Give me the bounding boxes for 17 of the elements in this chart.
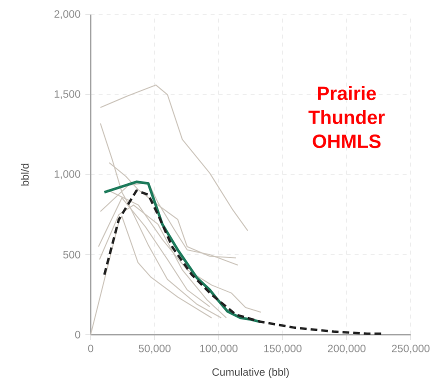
x-tick-label: 100,000	[200, 344, 238, 354]
x-tick-label: 150,000	[264, 344, 302, 354]
y-axis-title: bbl/d	[20, 164, 29, 186]
x-tick-label: 0	[88, 344, 94, 352]
y-tick-label: 1,000	[54, 170, 80, 180]
x-tick-label: 50,000	[138, 344, 171, 354]
x-tick-label: 250,000	[392, 344, 430, 354]
line-series	[90, 216, 212, 336]
y-tick-label: 500	[63, 250, 80, 258]
x-tick-label: 200,000	[328, 344, 366, 354]
line-series	[103, 189, 384, 335]
y-tick-label: 0	[75, 330, 80, 338]
x-axis-title: Cumulative (bbl)	[212, 368, 289, 378]
y-tick-label: 1,500	[54, 90, 80, 100]
line-series	[100, 84, 248, 232]
annotation: Prairie Thunder OHMLS	[308, 86, 385, 148]
y-tick-label: 2,000	[54, 10, 80, 20]
